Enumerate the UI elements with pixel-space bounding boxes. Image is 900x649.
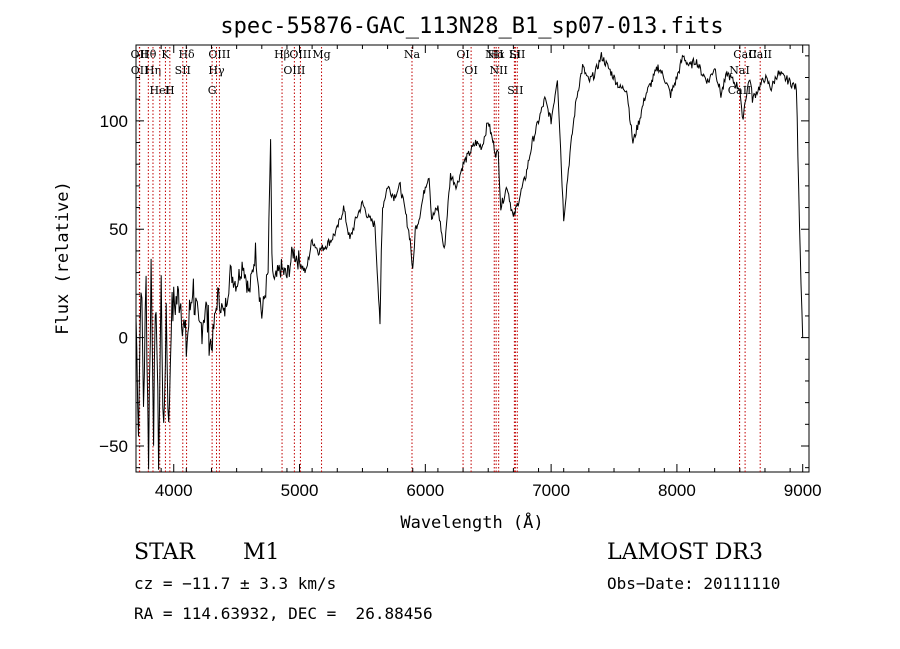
emission-line-label: H — [165, 84, 175, 97]
y-tick-label: 100 — [100, 112, 128, 131]
x-tick-label: 7000 — [532, 481, 570, 500]
emission-line-label: Na — [404, 48, 421, 61]
emission-line-label: SII — [507, 84, 523, 97]
emission-line-label: OIII — [283, 64, 305, 77]
axis-ticks: 4000 5000 6000 7000 8000 9000 −50 0 50 100 — [99, 45, 822, 500]
x-tick-label: 9000 — [784, 481, 822, 500]
x-tick-label: 5000 — [281, 481, 319, 500]
emission-line-label: NII — [490, 64, 508, 77]
emission-line-label: OII — [131, 64, 149, 77]
plot-frame — [135, 44, 810, 473]
spectrum-series — [135, 52, 804, 470]
emission-line-label: OI — [456, 48, 469, 61]
emission-line-label: Hδ — [178, 48, 195, 61]
x-tick-label: 6000 — [406, 481, 444, 500]
y-tick-label: 0 — [119, 329, 128, 348]
emission-line-label: G — [208, 84, 217, 97]
y-tick-label: 50 — [109, 220, 128, 239]
y-tick-label: −50 — [99, 437, 128, 456]
emission-line-label: SII — [175, 64, 191, 77]
emission-line-label: OI — [464, 64, 477, 77]
emission-line-label: OIII — [208, 48, 230, 61]
emission-line-label: Li — [509, 48, 520, 61]
x-axis-label: Wavelength (Å) — [400, 511, 543, 533]
emission-line-label: Mg — [312, 48, 330, 61]
emission-line-label: OIII — [289, 48, 311, 61]
obs-date: Obs−Date: 20111110 — [607, 574, 781, 593]
emission-line-label: SII — [509, 48, 525, 61]
coordinates: RA = 114.63932, DEC = 26.88456 — [134, 604, 433, 623]
y-axis-label: Flux (relative) — [53, 181, 73, 335]
redshift-readout: cz = −11.7 ± 3.3 km/s — [134, 574, 337, 593]
x-tick-label: 8000 — [658, 481, 696, 500]
emission-line-label: Hη — [145, 64, 161, 77]
emission-line-label: NaI — [729, 64, 750, 77]
object-class: STAR — [134, 540, 195, 565]
emission-line-label: HeI — [150, 84, 170, 97]
x-tick-label: 4000 — [155, 481, 193, 500]
object-subclass: M1 — [243, 540, 280, 565]
spectrum-chart: spec-55876-GAC_113N28_B1_sp07-013.fits W… — [53, 14, 822, 533]
emission-line-label: CaII — [748, 48, 772, 61]
spectrum-line — [135, 52, 804, 470]
emission-line-label: Hγ — [208, 64, 225, 77]
chart-title: spec-55876-GAC_113N28_B1_sp07-013.fits — [220, 14, 723, 39]
emission-line-label: K — [161, 48, 170, 61]
emission-line-label: Hα — [488, 48, 506, 61]
survey-name: LAMOST DR3 — [607, 540, 763, 565]
emission-line-label: Hβ — [274, 48, 290, 61]
emission-line-label: NII — [485, 48, 503, 61]
